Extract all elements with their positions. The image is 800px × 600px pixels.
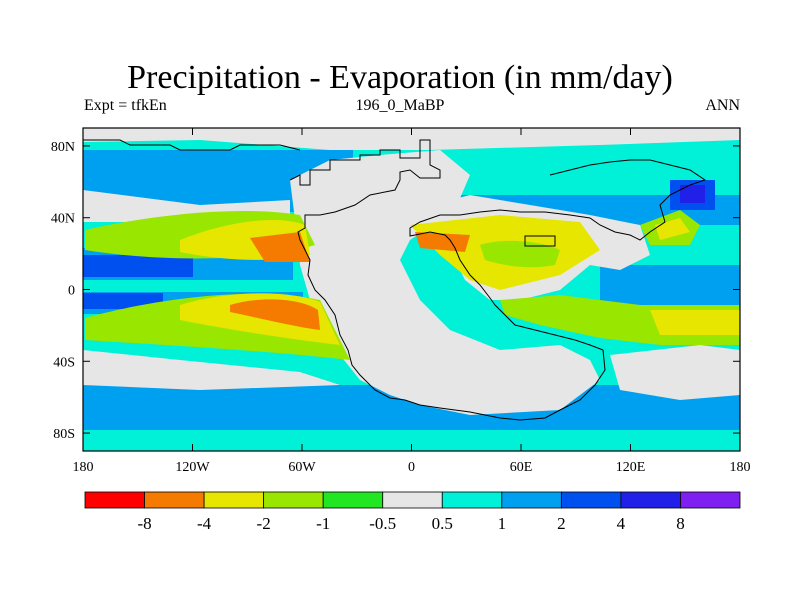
x-tick-label: 180 <box>73 460 94 475</box>
pangea-continent <box>290 150 600 415</box>
colorbar-swatch <box>620 491 681 509</box>
colorbar-label: 8 <box>676 514 685 533</box>
x-tick-label: 0 <box>408 460 415 475</box>
y-tick-label: 40N <box>51 212 75 227</box>
inland-sea <box>524 235 556 247</box>
north-dry-peak <box>250 232 310 262</box>
time-label: 196_0_MaBP <box>355 97 445 114</box>
southeast-dry-core <box>650 310 740 335</box>
colorbar-swatch <box>322 491 384 509</box>
colorbar-label: -4 <box>197 514 212 533</box>
polar-coastline <box>83 128 301 151</box>
colorbar-swatch <box>680 491 741 509</box>
eastern-dry-peak <box>415 232 470 252</box>
polar-land <box>83 128 740 150</box>
map-field <box>83 128 740 451</box>
x-tick-label: 120W <box>175 460 210 475</box>
eastern-dry-interior <box>480 240 560 268</box>
south-subtropic-dry <box>83 350 340 390</box>
y-tick-label: 80S <box>53 427 75 442</box>
coastline <box>289 139 707 421</box>
season-label: ANN <box>705 97 740 114</box>
colorbar-swatch <box>203 491 265 509</box>
experiment-label: Expt = tfkEn <box>84 97 167 114</box>
x-tick-label: 180 <box>730 460 751 475</box>
colorbar-swatch <box>144 491 205 509</box>
colorbar-swatch <box>382 491 443 509</box>
colorbar-label: -1 <box>316 514 330 533</box>
x-tick-label: 60W <box>288 460 316 475</box>
colorbar-swatch <box>263 491 324 509</box>
colorbar-label: 0.5 <box>432 514 453 533</box>
y-tick-label: 40S <box>53 355 75 370</box>
colorbar-swatch <box>560 491 622 509</box>
colorbar-label: 4 <box>617 514 626 533</box>
colorbar-swatch <box>84 491 145 509</box>
y-tick-label: 80N <box>51 140 75 155</box>
chart-title: Precipitation - Evaporation (in mm/day) <box>127 59 673 96</box>
colorbar-label: -0.5 <box>369 514 396 533</box>
colorbar-label: 1 <box>498 514 507 533</box>
colorbar: -8 -4 -2 -1 -0.5 0.5 1 2 4 8 <box>84 491 741 533</box>
itcz-core <box>83 255 193 277</box>
longitude-axis: 180 120W 60W 0 60E 120E 180 <box>73 128 751 475</box>
colorbar-label: -8 <box>137 514 151 533</box>
x-tick-label: 120E <box>616 460 646 475</box>
south-dry-peak <box>230 299 320 330</box>
y-tick-label: 0 <box>68 284 75 299</box>
colorbar-swatch <box>501 491 562 509</box>
x-tick-label: 60E <box>510 460 533 475</box>
kuroshio-core <box>680 185 705 203</box>
latitude-axis: 80N 40N 0 40S 80S <box>51 140 740 442</box>
northeast-dry-core <box>655 218 690 240</box>
southeast-dry <box>610 345 740 400</box>
colorbar-label: 2 <box>557 514 566 533</box>
colorbar-label: -2 <box>257 514 271 533</box>
colorbar-swatch <box>441 491 503 509</box>
